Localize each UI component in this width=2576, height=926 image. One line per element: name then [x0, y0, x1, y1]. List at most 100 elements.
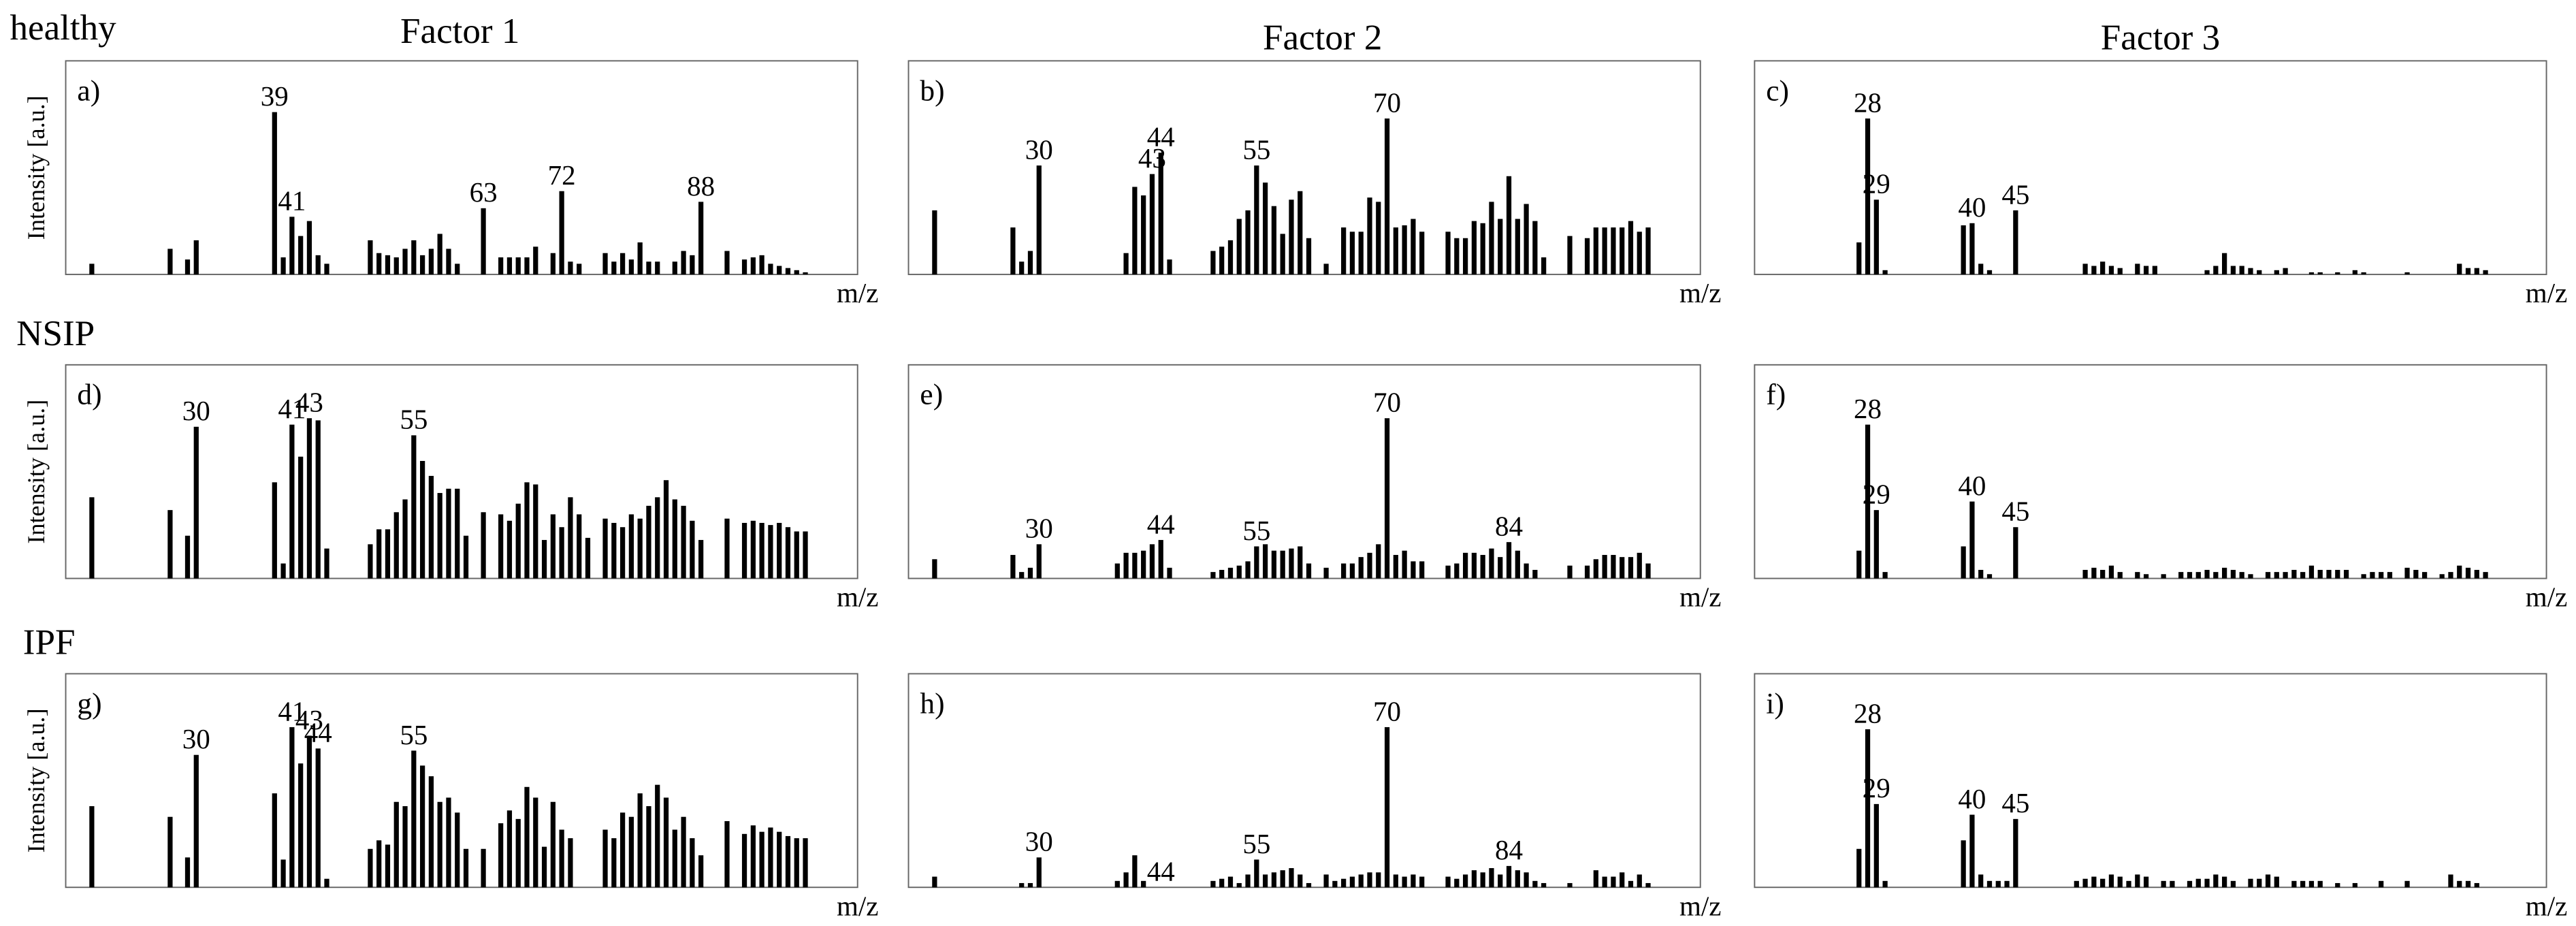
bar	[1393, 227, 1398, 275]
bar	[803, 531, 808, 579]
bar	[2204, 569, 2210, 579]
bar	[89, 806, 95, 888]
bar	[2221, 876, 2227, 888]
bar	[2465, 880, 2471, 888]
bar	[437, 801, 442, 888]
bar	[777, 522, 782, 579]
bar	[1384, 727, 1390, 888]
peak-label: 55	[1242, 515, 1270, 546]
bar	[1341, 878, 1347, 888]
bar	[298, 456, 304, 579]
bar	[559, 527, 564, 579]
bar	[533, 484, 538, 579]
peak-label: 70	[1373, 695, 1401, 727]
bar	[402, 806, 408, 888]
bar	[1323, 264, 1329, 275]
bar	[1515, 219, 1520, 275]
bar	[777, 831, 782, 888]
bar	[481, 848, 486, 888]
bar	[1123, 253, 1129, 275]
bar	[298, 236, 304, 275]
bar	[2230, 880, 2236, 888]
peak-label: 41	[278, 185, 306, 217]
bar	[463, 848, 469, 888]
bar	[2135, 264, 2140, 275]
panel-title: d)	[77, 379, 101, 411]
bar	[1149, 174, 1155, 275]
bar	[1358, 874, 1364, 888]
bar	[672, 261, 677, 275]
bar	[1480, 872, 1485, 888]
bar	[2370, 572, 2375, 579]
bar	[524, 257, 530, 275]
bar	[1602, 876, 1607, 888]
bar	[1227, 240, 1234, 275]
bar	[1873, 510, 1879, 579]
bar	[1645, 563, 1651, 579]
bar	[289, 424, 295, 579]
bar	[1271, 550, 1277, 579]
bar	[280, 859, 286, 888]
bar	[1489, 548, 1494, 579]
bar	[2091, 567, 2097, 579]
bar	[481, 208, 486, 275]
bar	[2013, 210, 2018, 275]
peak-label: 30	[182, 723, 210, 754]
bar	[1280, 870, 1285, 888]
bar	[1132, 552, 1138, 579]
bar	[1524, 204, 1529, 275]
peak-label: 30	[182, 395, 210, 426]
bar	[428, 475, 434, 579]
bar	[1341, 227, 1347, 275]
peak-label: 28	[1854, 393, 1882, 424]
bar	[1865, 424, 1871, 579]
bar	[1019, 882, 1025, 888]
bar	[1620, 227, 1625, 275]
bar	[2221, 567, 2227, 579]
peak-label: 55	[400, 404, 428, 435]
bar	[2082, 878, 2088, 888]
bar	[1306, 238, 1312, 275]
bar	[1141, 880, 1146, 888]
panel-frame	[1754, 364, 2547, 579]
bar	[89, 497, 95, 579]
bar	[2013, 818, 2018, 888]
bar	[1376, 872, 1381, 888]
bar	[2274, 876, 2279, 888]
bar	[1882, 270, 1888, 275]
x-axis-label: m/z	[837, 277, 879, 308]
bar	[411, 750, 417, 888]
bar	[2239, 266, 2244, 275]
bar	[1567, 236, 1573, 275]
bar	[1856, 242, 1862, 275]
bar	[2108, 565, 2114, 579]
bar	[1219, 878, 1225, 888]
bar	[1298, 546, 1303, 579]
bar	[2404, 567, 2410, 579]
bar	[1019, 572, 1025, 579]
bar	[315, 420, 321, 579]
bar	[550, 514, 556, 579]
bar	[1132, 855, 1138, 888]
bar	[1280, 550, 1285, 579]
bar	[1123, 552, 1129, 579]
bar	[2091, 266, 2097, 275]
bar	[1471, 870, 1477, 888]
bar	[1986, 880, 1993, 888]
bar	[272, 482, 277, 579]
bar	[2291, 569, 2297, 579]
bar	[2195, 572, 2201, 579]
bar	[768, 264, 773, 275]
y-axis-label: Intensity [a.u.]	[22, 95, 50, 240]
peak-label: 45	[2001, 787, 2029, 818]
bar	[1298, 874, 1303, 888]
bar	[2117, 876, 2123, 888]
bar	[750, 520, 756, 579]
bar	[541, 846, 547, 888]
bar	[2187, 880, 2193, 888]
bar	[481, 512, 486, 579]
bar	[506, 257, 513, 275]
bar	[2457, 565, 2462, 579]
bar	[393, 512, 399, 579]
bar	[289, 727, 295, 888]
